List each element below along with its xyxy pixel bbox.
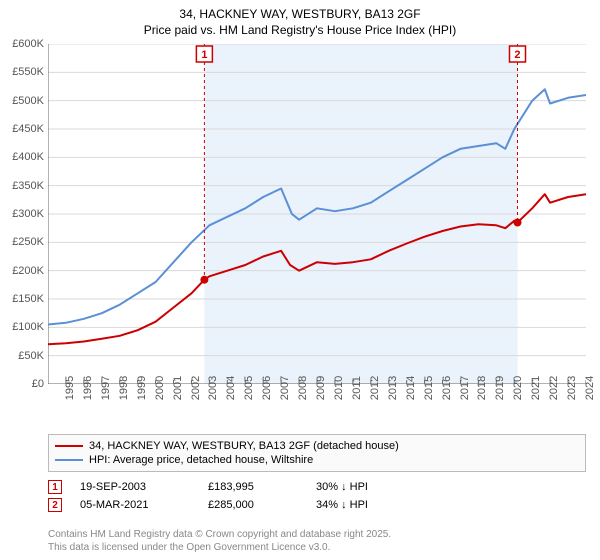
marker-diff: 34% ↓ HPI bbox=[316, 499, 426, 511]
svg-text:1: 1 bbox=[201, 49, 207, 61]
marker-row: 2 05-MAR-2021 £285,000 34% ↓ HPI bbox=[48, 496, 586, 514]
y-tick-label: £450K bbox=[12, 123, 44, 135]
y-tick-label: £150K bbox=[12, 293, 44, 305]
y-tick-label: £300K bbox=[12, 208, 44, 220]
attribution-line1: Contains HM Land Registry data © Crown c… bbox=[48, 529, 391, 542]
legend-label: 34, HACKNEY WAY, WESTBURY, BA13 2GF (det… bbox=[89, 440, 399, 452]
title-address: 34, HACKNEY WAY, WESTBURY, BA13 2GF bbox=[0, 6, 600, 22]
legend-swatch bbox=[55, 445, 83, 447]
y-tick-label: £500K bbox=[12, 95, 44, 107]
y-tick-label: £250K bbox=[12, 236, 44, 248]
y-tick-label: £0 bbox=[32, 378, 44, 390]
attribution-line2: This data is licensed under the Open Gov… bbox=[48, 542, 391, 555]
marker-number-box: 1 bbox=[48, 480, 62, 494]
y-tick-label: £50K bbox=[18, 350, 44, 362]
y-tick-label: £550K bbox=[12, 66, 44, 78]
title-block: 34, HACKNEY WAY, WESTBURY, BA13 2GF Pric… bbox=[0, 0, 600, 38]
marker-price: £285,000 bbox=[208, 499, 298, 511]
markers-table: 1 19-SEP-2003 £183,995 30% ↓ HPI 2 05-MAR-202… bbox=[48, 478, 586, 514]
legend-swatch bbox=[55, 459, 83, 461]
attribution: Contains HM Land Registry data © Crown c… bbox=[48, 529, 391, 554]
legend-row: 34, HACKNEY WAY, WESTBURY, BA13 2GF (det… bbox=[55, 439, 579, 453]
legend-label: HPI: Average price, detached house, Wilt… bbox=[89, 454, 313, 466]
y-tick-label: £600K bbox=[12, 38, 44, 50]
marker-price: £183,995 bbox=[208, 481, 298, 493]
legend: 34, HACKNEY WAY, WESTBURY, BA13 2GF (det… bbox=[48, 434, 586, 472]
y-tick-label: £100K bbox=[12, 321, 44, 333]
marker-row: 1 19-SEP-2003 £183,995 30% ↓ HPI bbox=[48, 478, 586, 496]
chart-region: 12 £0£50K£100K£150K£200K£250K£300K£350K£… bbox=[48, 44, 586, 384]
legend-row: HPI: Average price, detached house, Wilt… bbox=[55, 453, 579, 467]
y-tick-label: £200K bbox=[12, 265, 44, 277]
chart-container: 34, HACKNEY WAY, WESTBURY, BA13 2GF Pric… bbox=[0, 0, 600, 560]
x-tick-label: 2025 bbox=[586, 376, 600, 400]
marker-diff: 30% ↓ HPI bbox=[316, 481, 426, 493]
marker-date: 19-SEP-2003 bbox=[80, 481, 190, 493]
y-tick-label: £350K bbox=[12, 180, 44, 192]
marker-date: 05-MAR-2021 bbox=[80, 499, 190, 511]
title-subtitle: Price paid vs. HM Land Registry's House … bbox=[0, 22, 600, 38]
y-tick-label: £400K bbox=[12, 151, 44, 163]
marker-number-box: 2 bbox=[48, 498, 62, 512]
svg-text:2: 2 bbox=[514, 49, 520, 61]
chart-svg: 12 bbox=[48, 44, 586, 384]
